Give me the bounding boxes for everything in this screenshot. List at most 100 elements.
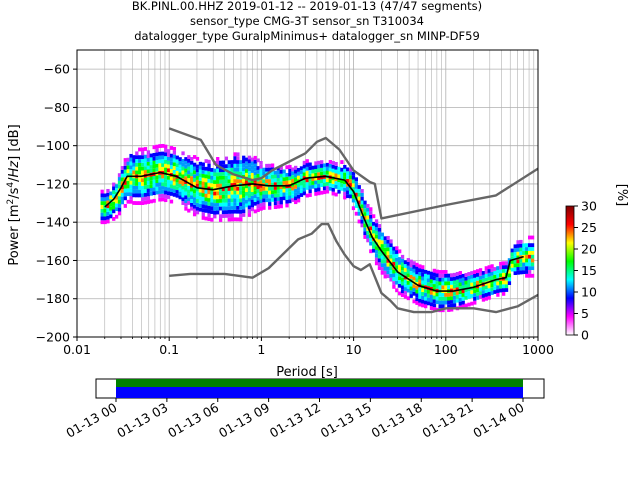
psd-cell — [265, 163, 269, 168]
psd-cell — [227, 206, 231, 211]
psd-cell — [351, 179, 356, 184]
psd-cell — [143, 154, 148, 159]
psd-cell — [458, 282, 462, 287]
psd-cell — [201, 162, 205, 167]
psd-cell — [452, 284, 457, 289]
psd-cell — [114, 207, 119, 212]
psd-cell — [164, 159, 168, 164]
timeline-tick-label: 01-13 21 — [419, 400, 475, 441]
timeline-tick-label: 01-13 12 — [267, 400, 323, 441]
psd-cell — [467, 295, 471, 299]
psd-cell — [363, 215, 367, 220]
psd-cell — [421, 299, 425, 304]
chart-title: BK.PINL.00.HHZ 2019-01-12 -- 2019-01-13 … — [132, 0, 482, 43]
psd-cell — [452, 280, 457, 285]
psd-cell — [227, 187, 231, 191]
psd-cell — [236, 217, 240, 222]
x-tick-label: 10 — [346, 342, 362, 357]
psd-cell — [447, 304, 451, 309]
psd-cell — [458, 297, 462, 302]
psd-cell — [129, 173, 133, 177]
psd-cell — [242, 205, 246, 210]
psd-cell — [302, 168, 307, 173]
psd-cell — [213, 203, 217, 207]
psd-cell — [158, 159, 162, 164]
psd-cell — [516, 240, 520, 245]
psd-cell — [395, 261, 399, 266]
psd-cell — [120, 196, 125, 201]
psd-cell — [204, 189, 208, 194]
psd-cell — [450, 296, 454, 301]
psd-cell — [198, 200, 203, 204]
psd-cell — [337, 182, 341, 186]
psd-cell — [418, 264, 422, 269]
psd-cell — [409, 294, 413, 298]
psd-cell — [478, 279, 483, 284]
psd-cell — [418, 298, 422, 303]
psd-cell — [392, 269, 396, 274]
psd-cell — [513, 252, 517, 256]
psd-cell — [473, 293, 477, 297]
psd-cell — [314, 161, 318, 166]
psd-cell — [273, 186, 278, 190]
x-axis-label: Period [s] — [276, 365, 338, 380]
psd-cell — [291, 194, 295, 199]
psd-cell — [152, 145, 156, 150]
psd-cell — [377, 243, 382, 248]
psd-cell — [132, 158, 136, 163]
psd-cell — [140, 147, 145, 152]
psd-cell — [435, 273, 439, 278]
psd-cell — [386, 235, 390, 240]
psd-cell — [424, 277, 428, 282]
psd-cell — [138, 178, 142, 183]
psd-cell — [276, 193, 281, 198]
psd-cell — [195, 172, 200, 177]
psd-cell — [210, 198, 214, 203]
psd-cell — [192, 212, 197, 217]
psd-cell — [317, 187, 321, 192]
psd-cell — [348, 171, 353, 176]
psd-cell — [146, 184, 151, 189]
psd-cell — [132, 178, 136, 182]
psd-cell — [496, 285, 500, 290]
psd-cell — [236, 186, 240, 191]
psd-cell — [493, 270, 497, 275]
psd-cell — [525, 247, 529, 251]
psd-cell — [291, 171, 295, 176]
psd-cell — [233, 167, 237, 172]
psd-cell — [227, 175, 231, 180]
psd-cell — [334, 181, 338, 185]
psd-cell — [282, 181, 286, 185]
psd-cell — [438, 296, 442, 301]
psd-cell — [112, 201, 116, 206]
psd-cell — [187, 170, 191, 175]
psd-cell — [357, 208, 361, 212]
psd-cell — [357, 188, 361, 193]
psd-cell — [213, 206, 217, 211]
psd-cell — [276, 204, 281, 209]
psd-cell — [146, 196, 151, 201]
psd-cell — [236, 167, 240, 172]
psd-cell — [270, 163, 275, 168]
psd-cell — [253, 201, 257, 206]
psd-cell — [374, 234, 379, 239]
psd-cell — [268, 198, 272, 203]
psd-cell — [158, 197, 162, 202]
psd-cell — [311, 173, 315, 178]
psd-cell — [233, 152, 237, 157]
psd-cell — [432, 299, 436, 304]
psd-cell — [525, 266, 529, 271]
psd-cell — [374, 249, 379, 254]
psd-cell — [426, 278, 431, 283]
psd-cell — [190, 206, 194, 211]
psd-cell — [464, 284, 468, 289]
psd-cell — [201, 216, 205, 220]
psd-cell — [455, 291, 460, 295]
psd-cell — [302, 183, 307, 188]
psd-cell — [279, 177, 283, 182]
psd-cell — [432, 303, 436, 308]
psd-cell — [152, 179, 156, 184]
psd-cell — [424, 273, 428, 278]
psd-cell — [221, 187, 226, 192]
psd-cell — [522, 247, 526, 252]
